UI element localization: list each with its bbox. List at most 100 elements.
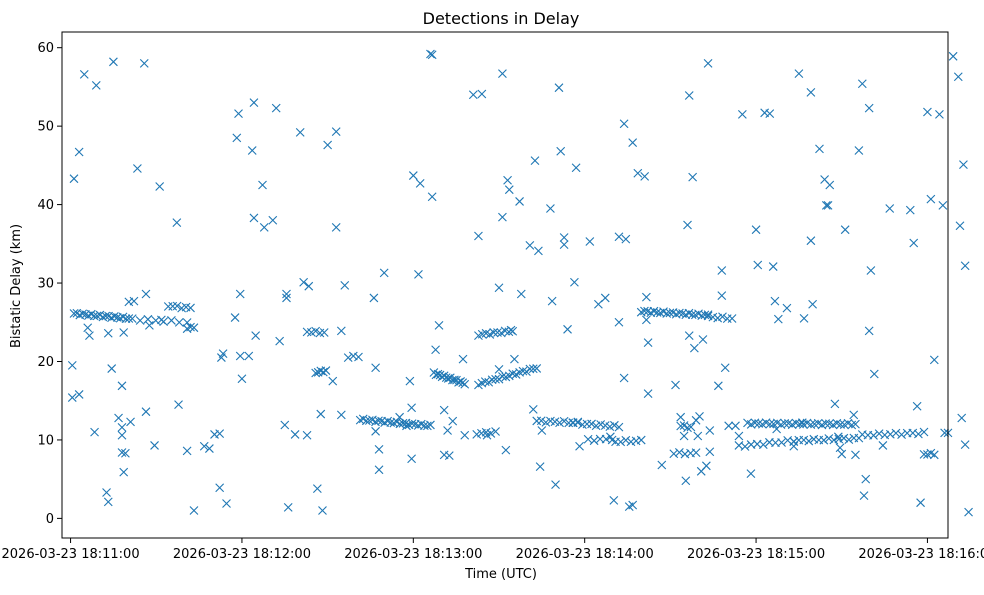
data-point (547, 296, 557, 306)
data-point (713, 381, 723, 391)
data-point (957, 413, 967, 423)
data-point (534, 246, 543, 256)
data-point (772, 424, 782, 434)
data-point (129, 296, 139, 306)
data-point (806, 88, 816, 97)
data-point (443, 426, 452, 435)
data-point (157, 315, 166, 325)
data-point (283, 503, 293, 512)
data-point (85, 331, 94, 340)
x-tick-label: 2026-03-23 18:11:00 (2, 547, 140, 562)
data-point (215, 429, 225, 439)
data-point (374, 444, 384, 454)
data-point (525, 240, 535, 250)
data-point (671, 380, 680, 390)
data-point (114, 413, 123, 423)
data-point (686, 422, 696, 432)
data-point (117, 381, 127, 391)
data-point (182, 446, 192, 456)
data-point (782, 303, 792, 313)
data-point (232, 133, 242, 143)
data-point (416, 419, 426, 429)
data-point (369, 293, 379, 303)
x-axis-label: Time (UTC) (464, 567, 537, 582)
data-point (532, 416, 542, 426)
data-point (948, 51, 958, 61)
data-point (321, 366, 331, 375)
data-point (676, 412, 686, 422)
data-point (491, 374, 500, 384)
data-point (640, 171, 650, 181)
data-point (571, 163, 581, 173)
data-point (215, 483, 225, 493)
data-point (551, 480, 560, 490)
data-point (498, 372, 507, 381)
data-point (395, 412, 404, 422)
data-point (854, 146, 864, 155)
data-point (199, 441, 209, 451)
data-point (693, 431, 703, 441)
data-point (614, 232, 624, 242)
data-point (117, 448, 127, 457)
data-point (174, 400, 183, 410)
data-point (204, 444, 214, 453)
data-point (825, 180, 835, 190)
data-point (167, 316, 176, 325)
data-point (789, 441, 799, 451)
data-point (79, 69, 89, 79)
data-point (295, 128, 305, 137)
data-point (508, 369, 518, 379)
data-point (819, 435, 829, 445)
data-point (135, 316, 145, 325)
data-point (628, 138, 638, 148)
data-point (444, 451, 454, 461)
data-point (480, 377, 490, 387)
data-point (959, 160, 968, 169)
data-point (691, 448, 701, 458)
data-point (494, 283, 504, 293)
data-point (189, 323, 199, 333)
data-point (643, 389, 653, 399)
data-point (427, 50, 437, 60)
data-point (675, 308, 684, 318)
data-point (340, 281, 350, 290)
data-point (374, 416, 383, 426)
data-point (78, 309, 88, 319)
data-point (174, 317, 184, 327)
y-tick-label: 50 (37, 120, 54, 135)
data-point (447, 375, 457, 385)
data-point (402, 421, 411, 431)
data-point (556, 146, 566, 156)
data-point (271, 103, 281, 113)
data-point (259, 222, 269, 232)
data-point (869, 369, 879, 379)
data-point (536, 416, 546, 426)
data-point (477, 89, 487, 99)
data-point (643, 338, 653, 348)
data-point (563, 324, 572, 334)
data-point (799, 313, 809, 323)
data-point (724, 421, 734, 431)
data-point (103, 328, 113, 338)
data-point (600, 293, 610, 303)
data-point (249, 213, 259, 223)
data-point (717, 266, 727, 275)
data-point (510, 354, 519, 364)
data-point (74, 147, 84, 157)
data-point (640, 306, 649, 316)
data-point (101, 311, 111, 321)
data-point (621, 234, 631, 244)
data-point (836, 420, 845, 429)
data-point (103, 497, 113, 507)
data-point (964, 507, 973, 517)
data-point (718, 312, 727, 322)
data-point (874, 429, 884, 439)
data-point (688, 172, 698, 182)
data-point (493, 328, 502, 337)
data-point (681, 476, 691, 486)
data-point (859, 491, 869, 501)
data-point (405, 376, 415, 386)
data-point (684, 331, 694, 340)
data-point (616, 437, 626, 447)
data-point (628, 500, 638, 510)
